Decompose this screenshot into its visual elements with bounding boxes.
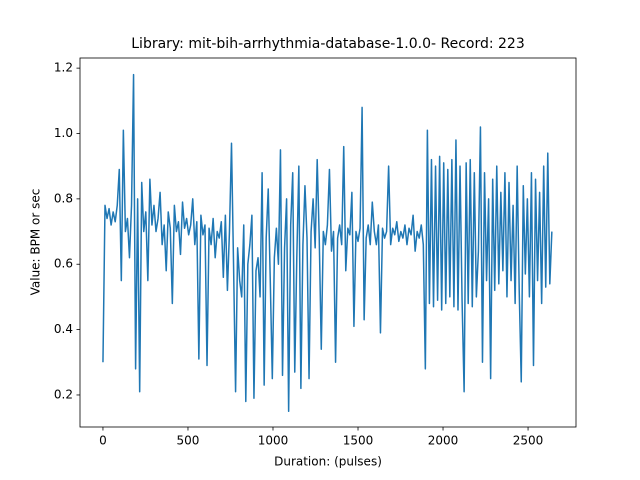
x-axis-label: Duration: (pulses) bbox=[274, 455, 382, 469]
y-tick-label: 0.6 bbox=[54, 257, 73, 271]
x-tick-label: 2000 bbox=[428, 434, 459, 448]
y-tick-label: 0.2 bbox=[54, 387, 73, 401]
y-tick-label: 1.2 bbox=[54, 61, 73, 75]
y-tick-label: 0.8 bbox=[54, 191, 73, 205]
x-tick-label: 500 bbox=[177, 434, 200, 448]
y-tick-label: 1.0 bbox=[54, 126, 73, 140]
x-tick-label: 2500 bbox=[513, 434, 544, 448]
y-tick-label: 0.4 bbox=[54, 322, 73, 336]
data-line bbox=[102, 73, 553, 413]
y-axis-label: Value: BPM or sec bbox=[29, 189, 43, 296]
x-tick-label: 1000 bbox=[258, 434, 289, 448]
x-tick-label: 1500 bbox=[343, 434, 374, 448]
x-tick-label: 0 bbox=[99, 434, 107, 448]
chart-title: Library: mit-bih-arrhythmia-database-1.0… bbox=[131, 36, 525, 52]
plot-frame bbox=[79, 57, 577, 428]
